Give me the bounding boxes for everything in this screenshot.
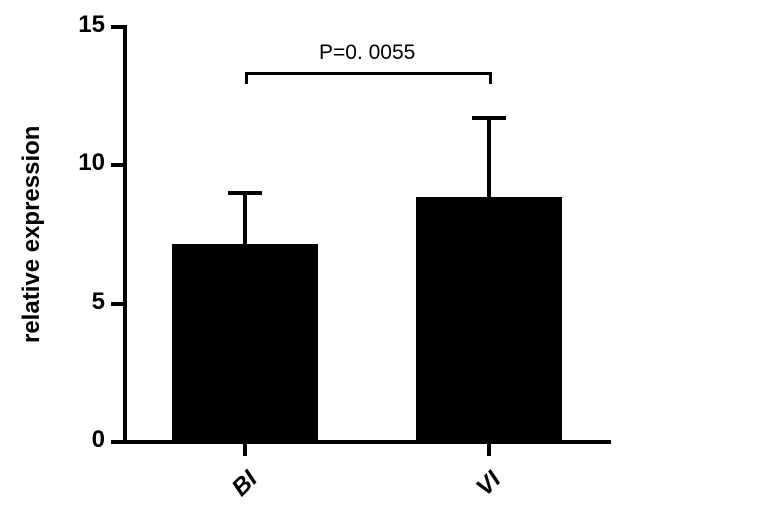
y-axis — [123, 25, 127, 444]
bar-chart: relative expression P=0. 0055 0 5 10 15 BI VI — [0, 0, 769, 529]
y-tick — [111, 163, 123, 167]
y-tick-label: 15 — [78, 11, 105, 39]
p-value-label: P=0. 0055 — [319, 41, 415, 65]
bar — [416, 197, 562, 440]
errorbar-stem — [487, 116, 491, 196]
significance-bracket — [245, 72, 492, 75]
x-tick — [487, 444, 491, 456]
x-tick-label: VI — [464, 459, 515, 510]
y-tick — [111, 25, 123, 29]
errorbar-cap — [228, 191, 262, 195]
y-tick — [111, 440, 123, 444]
plot-area — [123, 25, 611, 440]
errorbar-cap — [472, 116, 506, 120]
y-tick-label: 5 — [92, 288, 105, 316]
y-tick-label: 10 — [78, 149, 105, 177]
x-tick — [243, 444, 247, 456]
significance-bracket-drop — [245, 72, 248, 84]
x-tick-label: BI — [220, 459, 271, 510]
significance-bracket-drop — [489, 72, 492, 84]
y-tick — [111, 302, 123, 306]
bar — [172, 244, 318, 440]
x-axis — [123, 440, 611, 444]
y-axis-label: relative expression — [18, 125, 46, 342]
errorbar-stem — [243, 191, 247, 244]
y-tick-label: 0 — [92, 426, 105, 454]
